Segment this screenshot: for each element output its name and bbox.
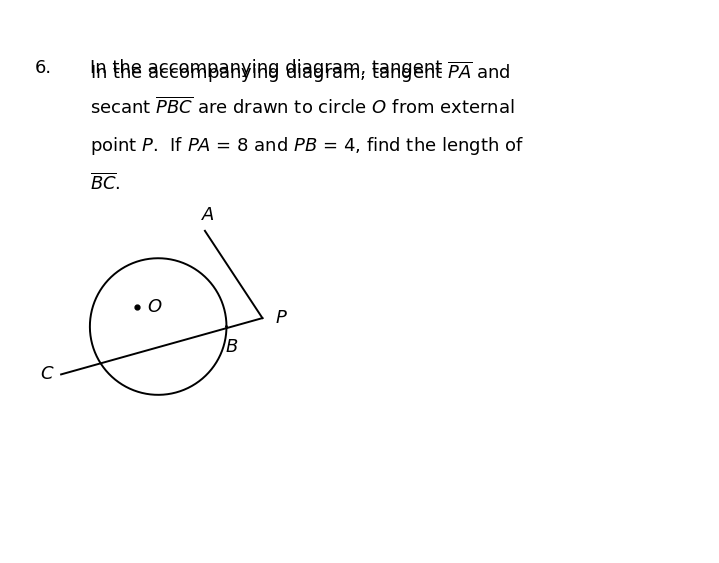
Text: 6.: 6. [35, 59, 52, 77]
Text: In the accompanying diagram, tangent: In the accompanying diagram, tangent [90, 59, 448, 77]
Text: P: P [275, 309, 286, 327]
Text: secant $\overline{PBC}$ are drawn to circle $O$ from external: secant $\overline{PBC}$ are drawn to cir… [90, 97, 515, 118]
Text: O: O [147, 298, 162, 316]
Text: A: A [202, 206, 215, 224]
Text: In the accompanying diagram, tangent $\overline{PA}$ and: In the accompanying diagram, tangent $\o… [90, 59, 510, 84]
Text: B: B [225, 338, 237, 356]
Text: C: C [40, 365, 52, 383]
Text: point $P$.  If $PA$ = 8 and $PB$ = 4, find the length of: point $P$. If $PA$ = 8 and $PB$ = 4, fin… [90, 135, 524, 157]
Text: $\overline{BC}$.: $\overline{BC}$. [90, 172, 121, 194]
